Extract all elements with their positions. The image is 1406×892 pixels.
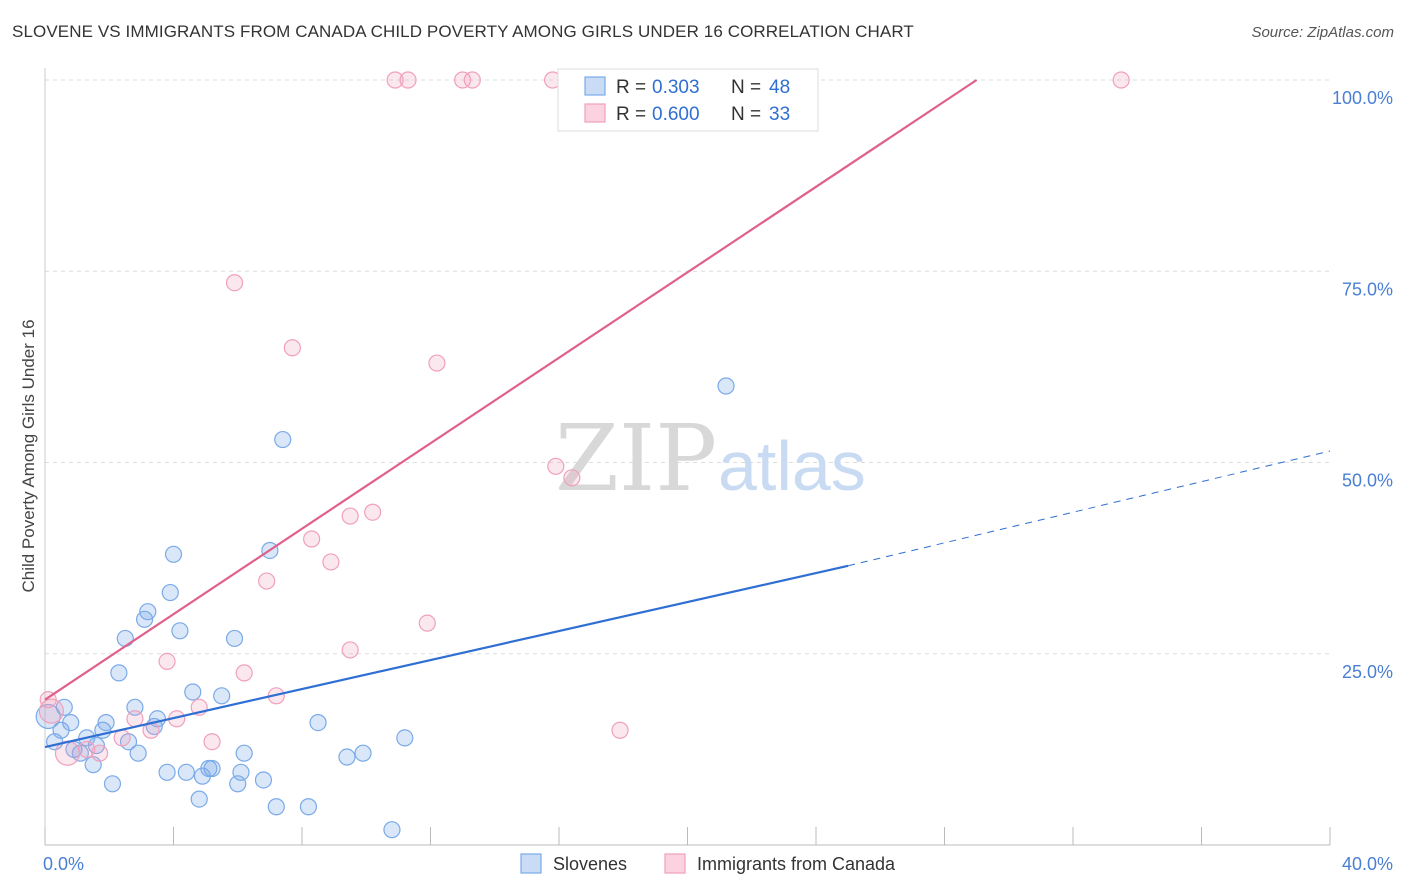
y-tick-label: 25.0% — [1342, 662, 1393, 682]
slovenes-point — [383, 821, 401, 839]
canada-point — [463, 71, 481, 89]
stats-r-value-pink: 0.600 — [652, 104, 700, 125]
gridlines — [45, 79, 1330, 655]
canada-point — [203, 733, 221, 751]
slovenes-point — [116, 629, 134, 648]
canada-point — [454, 71, 472, 89]
slovenes-point — [177, 763, 195, 781]
stats-r-label-blue: R = — [616, 77, 646, 98]
slovenes-point — [225, 629, 244, 648]
canada-point — [78, 740, 96, 758]
canada-point — [386, 71, 404, 89]
slovenes-point — [267, 798, 285, 816]
legend-label-canada: Immigrants from Canada — [697, 854, 896, 874]
stats-r-value-blue: 0.303 — [652, 77, 700, 98]
legend-swatch-slovenes — [520, 853, 542, 874]
canada-point — [283, 339, 301, 357]
y-axis-label: Child Poverty Among Girls Under 16 — [19, 319, 38, 592]
slovenes-point — [62, 713, 80, 732]
chart-title: SLOVENE VS IMMIGRANTS FROM CANADA CHILD … — [12, 22, 914, 41]
legend: Slovenes Immigrants from Canada — [520, 853, 896, 874]
canada-point — [38, 698, 65, 724]
canada-point — [1112, 71, 1130, 89]
canada-point — [563, 469, 581, 487]
canada-point — [399, 71, 417, 89]
slovenes-point — [232, 763, 250, 781]
x-tick-label-max: 40.0% — [1342, 854, 1393, 874]
x-tick-labels: 0.0% 40.0% — [43, 854, 1393, 874]
canada-point — [126, 710, 144, 728]
slovenes-point — [213, 687, 231, 705]
x-tick-label-min: 0.0% — [43, 854, 84, 874]
canada-points — [38, 71, 1130, 766]
y-tick-label: 50.0% — [1342, 471, 1393, 491]
canada-point — [341, 507, 359, 525]
slovenes-point — [161, 583, 179, 602]
canada-point — [235, 664, 253, 682]
watermark-zip: ZIP — [555, 405, 717, 512]
slovenes-point — [190, 790, 208, 808]
source-label: Source: ZipAtlas.com — [1251, 24, 1394, 41]
slovenes-point — [158, 763, 176, 781]
stats-swatch-pink — [584, 103, 606, 123]
stats-n-label-blue: N = — [731, 77, 761, 98]
slovenes-point — [103, 775, 122, 793]
slovenes-point — [717, 377, 735, 395]
slovenes-point — [97, 713, 115, 732]
canada-point — [113, 729, 131, 747]
canada-point — [91, 744, 109, 762]
canada-point — [258, 572, 276, 590]
slovenes-point — [309, 713, 327, 732]
canada-point — [547, 457, 565, 475]
slovenes-point — [254, 771, 273, 789]
stats-box: R = 0.303 N = 48 R = 0.600 N = 33 — [557, 68, 819, 132]
slovenes-point — [235, 744, 253, 762]
slovenes-point — [164, 545, 183, 563]
canada-point — [341, 641, 359, 659]
slovenes-point — [274, 430, 292, 449]
slovenes-trend-line — [44, 564, 849, 749]
canada-point — [303, 530, 321, 548]
slovenes-point — [129, 744, 147, 762]
canada-point — [418, 614, 436, 632]
stats-n-value-pink: 33 — [769, 104, 790, 125]
y-tick-label: 75.0% — [1342, 279, 1393, 299]
legend-label-slovenes: Slovenes — [553, 854, 627, 874]
y-tick-label: 100.0% — [1332, 88, 1393, 108]
watermark-atlas: atlas — [718, 427, 866, 505]
canada-point — [428, 354, 446, 372]
stats-r-label-pink: R = — [616, 104, 646, 125]
y-tick-labels: 25.0% 50.0% 75.0% 100.0% — [1332, 88, 1393, 682]
canada-trend-line — [44, 79, 978, 701]
canada-point — [364, 503, 382, 521]
slovenes-point — [110, 664, 128, 682]
axes — [44, 68, 1331, 846]
slovenes-trend-extension — [848, 450, 1331, 567]
slovenes-point — [139, 603, 157, 621]
slovenes-point — [299, 798, 318, 816]
slovenes-point — [338, 748, 356, 766]
stats-swatch-blue — [584, 76, 606, 96]
slovenes-point — [396, 729, 414, 747]
canada-point — [158, 652, 176, 671]
canada-point — [611, 721, 629, 739]
canada-point — [322, 553, 340, 571]
slovenes-point — [354, 744, 372, 762]
canada-point — [225, 274, 244, 292]
slovenes-point — [203, 759, 221, 778]
stats-n-value-blue: 48 — [769, 77, 790, 98]
slovenes-point — [184, 683, 202, 701]
slovenes-point — [171, 622, 189, 640]
stats-n-label-pink: N = — [731, 104, 761, 125]
trend-lines — [44, 79, 1331, 749]
legend-swatch-canada — [664, 853, 686, 874]
